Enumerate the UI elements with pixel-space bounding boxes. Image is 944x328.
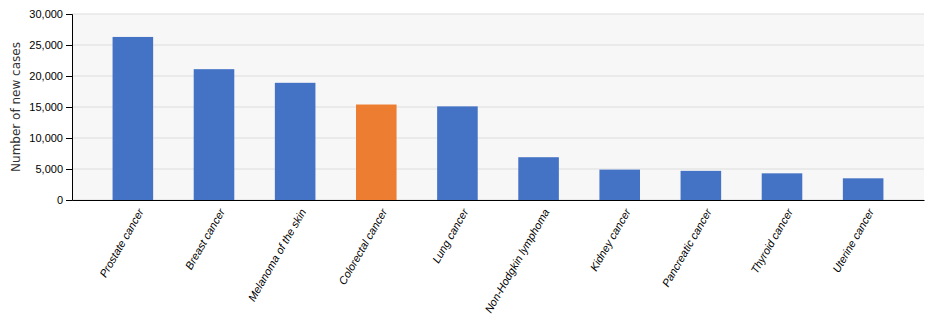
y-tick: 10,000 xyxy=(29,132,72,144)
chart-svg: 0 5,000 10,000 15,000 20,000 25,000 30,000 Pros… xyxy=(0,0,944,328)
bar xyxy=(599,170,640,200)
bar xyxy=(681,171,722,200)
x-tick-label: Lung cancer xyxy=(430,205,471,265)
grid-line xyxy=(72,45,924,46)
y-tick-mark xyxy=(66,76,72,77)
plot-group: 0 5,000 10,000 15,000 20,000 25,000 30,000 Pros… xyxy=(29,8,924,315)
x-tick-label: Breast cancer xyxy=(183,205,228,271)
y-tick-mark xyxy=(66,200,72,201)
y-tick-label: 0 xyxy=(57,194,63,206)
bar xyxy=(275,83,316,200)
x-tick-label: Uterine cancer xyxy=(830,205,877,274)
x-tick: Thyroid cancer xyxy=(748,205,795,275)
bars xyxy=(113,37,884,200)
y-tick-label: 25,000 xyxy=(29,39,63,51)
x-tick: Lung cancer xyxy=(430,205,471,265)
y-tick-mark xyxy=(66,45,72,46)
y-tick: 15,000 xyxy=(29,101,72,113)
y-tick-mark xyxy=(66,169,72,170)
y-tick: 30,000 xyxy=(29,8,72,20)
y-tick-label: 10,000 xyxy=(29,132,63,144)
x-axis-line xyxy=(73,200,925,201)
x-tick-label: Prostate cancer xyxy=(97,205,147,279)
y-tick: 25,000 xyxy=(29,39,72,51)
y-tick-mark xyxy=(66,107,72,108)
bar xyxy=(194,69,235,200)
y-tick-mark xyxy=(66,138,72,139)
x-tick-label: Pancreatic cancer xyxy=(659,205,714,288)
y-axis-line xyxy=(66,15,73,201)
y-axis-title: Number of new cases xyxy=(9,42,23,172)
x-tick-label: Kidney cancer xyxy=(588,205,634,273)
y-tick-label: 30,000 xyxy=(29,8,63,20)
x-tick: Kidney cancer xyxy=(588,205,634,273)
x-tick: Breast cancer xyxy=(183,205,228,271)
bar xyxy=(843,178,884,200)
y-tick-label: 20,000 xyxy=(29,70,63,82)
y-tick-mark xyxy=(66,14,72,15)
bar xyxy=(356,105,397,200)
x-tick: Prostate cancer xyxy=(97,205,147,279)
x-tick-label: Thyroid cancer xyxy=(748,205,795,275)
y-tick-label: 15,000 xyxy=(29,101,63,113)
bar xyxy=(437,106,478,200)
bar xyxy=(113,37,154,200)
bar xyxy=(518,157,559,200)
plot-area xyxy=(72,14,924,200)
x-tick-label: Colorectal cancer xyxy=(336,205,390,286)
y-tick-label: 5,000 xyxy=(35,163,63,175)
x-tick: Colorectal cancer xyxy=(336,205,390,286)
y-tick: 20,000 xyxy=(29,70,72,82)
x-tick-label: Non-Hodgkin lymphoma xyxy=(482,207,551,315)
x-tick: Non-Hodgkin lymphoma xyxy=(482,207,551,315)
grid-line xyxy=(72,14,924,15)
y-tick: 5,000 xyxy=(35,163,72,175)
y-tick: 0 xyxy=(57,194,72,206)
x-tick: Uterine cancer xyxy=(830,205,877,274)
bar xyxy=(762,173,803,200)
grid xyxy=(72,14,924,200)
x-tick: Melanoma of the skin xyxy=(246,207,309,304)
x-axis: Prostate cancer Breast cancer Melanoma of … xyxy=(73,201,925,315)
x-tick-label: Melanoma of the skin xyxy=(246,207,309,304)
x-tick: Pancreatic cancer xyxy=(659,205,714,288)
y-axis: 0 5,000 10,000 15,000 20,000 25,000 30,000 xyxy=(29,8,72,206)
